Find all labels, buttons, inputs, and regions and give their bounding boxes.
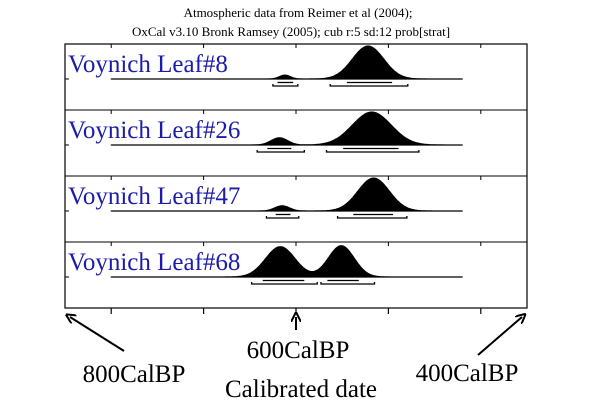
panels: Voynich Leaf#8 Voynich Leaf#26 Voynich Lea… — [64, 43, 528, 309]
range-95-bracket — [329, 83, 409, 87]
series-label: Voynich Leaf#68 — [68, 249, 240, 276]
range-95-bracket — [250, 281, 318, 285]
arrow-400-calbp — [477, 317, 522, 356]
series-panel: Voynich Leaf#26 — [65, 109, 527, 153]
series-label: Voynich Leaf#8 — [68, 51, 228, 78]
series-panel: Voynich Leaf#47 — [65, 175, 527, 219]
range-95-bracket — [256, 149, 305, 153]
series-label: Voynich Leaf#26 — [68, 117, 240, 144]
arrow-label-400-calbp: 400CalBP — [416, 360, 519, 387]
arrow-800-calbp — [70, 317, 125, 352]
x-axis — [110, 308, 482, 314]
range-95-bracket — [336, 215, 408, 219]
range-95-bracket — [320, 281, 376, 285]
axis-arrows: 800CalBP 600CalBP 400CalBP — [70, 317, 522, 388]
series-label: Voynich Leaf#47 — [68, 183, 240, 210]
series-panel: Voynich Leaf#68 — [65, 241, 527, 285]
range-95-bracket — [265, 215, 300, 219]
arrow-label-600-calbp: 600CalBP — [247, 337, 350, 364]
range-95-bracket — [325, 149, 420, 153]
arrow-label-800-calbp: 800CalBP — [83, 361, 186, 388]
chart-title-line-2: OxCal v3.10 Bronk Ramsey (2005); cub r:5… — [132, 24, 450, 39]
series-panel: Voynich Leaf#8 — [65, 44, 482, 87]
range-95-bracket — [272, 83, 299, 87]
chart-title-line-1: Atmospheric data from Reimer et al (2004… — [184, 5, 413, 20]
x-axis-label: Calibrated date — [225, 376, 377, 403]
